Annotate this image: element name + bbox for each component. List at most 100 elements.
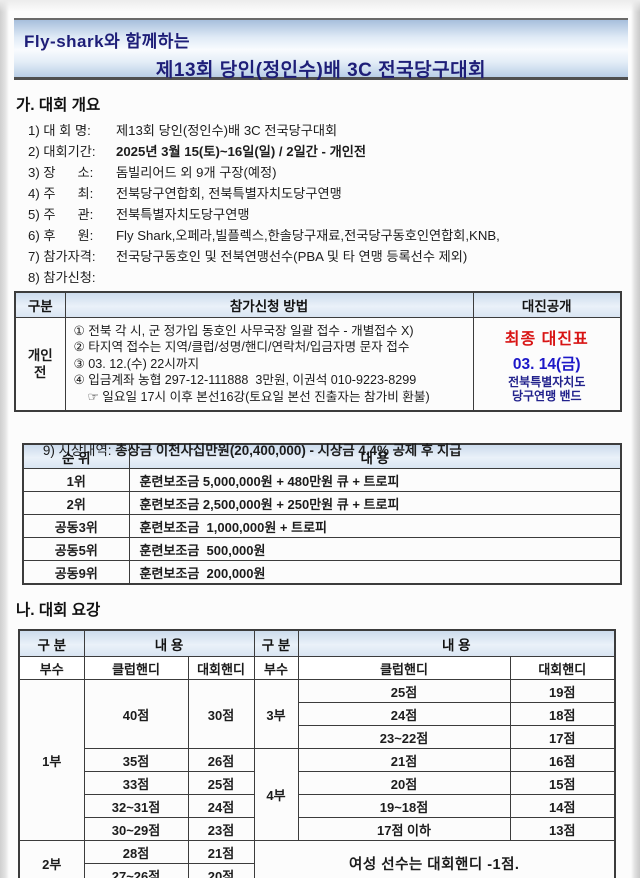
division-2-cell: 2부	[18, 840, 85, 878]
event-handicap-cell: 26점	[187, 748, 255, 773]
club-handicap-cell: 21점	[297, 748, 511, 773]
item-value: 제13회 당인(정인수)배 3C 전국당구대회	[116, 123, 338, 138]
event-handicap-cell: 23점	[187, 817, 255, 842]
col-header-content: 내 용	[128, 443, 622, 470]
list-item: 5) 주 관: 전북특별자치도당구연맹	[28, 204, 640, 225]
club-handicap-cell: 32~31점	[83, 794, 189, 819]
prize-cell: 훈련보조금 500,000원	[128, 537, 622, 562]
bracket-date: 03. 14(금)	[512, 356, 581, 374]
subheader-club-left: 클럽핸디	[83, 656, 189, 681]
col-header-gubun: 구분	[14, 291, 66, 318]
handicap-header-row: 구 분 내 용 구 분 내 용	[18, 629, 616, 658]
list-item: 2) 대회기간: 2025년 3월 15(토)~16일(일) / 2일간 - 개인…	[28, 141, 640, 162]
event-handicap-cell: 18점	[509, 702, 616, 727]
method-line: ① 전북 각 시, 군 정가입 동호인 사무국장 일괄 접수 - 개별접수 X)	[73, 324, 414, 338]
item-value: 2025년 3월 15(토)~16일(일) / 2일간 - 개인전	[116, 144, 366, 159]
club-handicap-cell: 20점	[297, 771, 511, 796]
handicap-subheader-row: 부수 클럽핸디 대회핸디 부수 클럽핸디 대회핸디	[18, 656, 616, 681]
list-item: 6) 후 원: Fly Shark,오페라,빌플렉스,한솔당구재료,전국당구동호인…	[28, 225, 640, 246]
application-table-header-row: 구분 참가신청 방법 대진공개	[14, 291, 622, 318]
subheader-daehoe-right: 대회핸디	[509, 656, 616, 681]
page-edge-left	[0, 0, 9, 878]
handicap-table: 구 분 내 용 구 분 내 용 부수 클럽핸디 대회핸디 부수 클럽핸디 대회핸…	[18, 629, 616, 878]
col-header-method: 참가신청 방법	[64, 291, 474, 318]
bracket-org-line2: 당구연맹 밴드	[511, 388, 582, 403]
handicap-row: 2부 28점 21점 여성 선수는 대회핸디 -1점.	[18, 840, 616, 878]
prize-row: 2위 훈련보조금 2,500,000원 + 250만원 큐 + 트로피	[22, 491, 622, 516]
cell-bracket-reveal: 최종 대진표 03. 14(금) 전북특별자치도 당구연맹 밴드	[472, 317, 622, 412]
event-handicap-cell: 14점	[509, 794, 616, 819]
method-note-line: ☞ 일요일 17시 이후 본선16강(토요일 본선 진출자는 참가비 환불)	[87, 389, 430, 404]
section-b-heading: 나. 대회 요강	[16, 602, 101, 620]
overview-list: 1) 대 회 명: 제13회 당인(정인수)배 3C 전국당구대회 2) 대회기간…	[28, 120, 640, 288]
item-value: Fly Shark,오페라,빌플렉스,한솔당구재료,전국당구동호인연합회,KNB…	[116, 228, 500, 243]
prize-cell: 훈련보조금 2,500,000원 + 250만원 큐 + 트로피	[128, 491, 622, 516]
item-label: 5) 주 관:	[28, 207, 94, 222]
handicap-row: 30~29점 23점 17점 이하 13점	[19, 817, 616, 842]
rank-cell: 2위	[22, 491, 130, 516]
list-item: 4) 주 최: 전북당구연합회, 전북특별자치도당구연맹	[28, 183, 640, 204]
banner-subtitle: Fly-shark와 함께하는	[24, 32, 191, 51]
rank-cell: 1위	[22, 468, 130, 493]
col-header-rank: 순 위	[22, 443, 130, 470]
club-handicap-cell: 30~29점	[83, 817, 189, 842]
prize-row: 1위 훈련보조금 5,000,000원 + 480만원 큐 + 트로피	[22, 468, 622, 493]
event-handicap-cell: 25점	[187, 771, 255, 796]
item-label: 2) 대회기간:	[28, 144, 96, 159]
club-handicap-cell: 28점	[83, 840, 189, 865]
prize-row: 공동3위 훈련보조금 1,000,000원 + 트로피	[22, 514, 622, 539]
method-line: ④ 입금계좌 농협 297-12-111888 3만원, 이권석 010-922…	[73, 373, 417, 388]
rank-cell: 공동3위	[22, 514, 130, 539]
club-handicap-cell: 40점	[83, 679, 189, 750]
item-label: 3) 장 소:	[28, 165, 94, 180]
division-4-cell: 4부	[253, 748, 299, 842]
prize-cell: 훈련보조금 1,000,000원 + 트로피	[128, 514, 622, 539]
club-handicap-cell: 24점	[297, 702, 511, 727]
item-label: 6) 후 원:	[28, 228, 94, 243]
section-a-heading: 가. 대회 개요	[16, 97, 101, 114]
col-header-content-left: 내 용	[83, 629, 255, 658]
col-header-content-right: 내 용	[297, 629, 616, 658]
female-handicap-note: 여성 선수는 대회핸디 -1점.	[253, 840, 616, 878]
event-handicap-cell: 19점	[509, 679, 616, 704]
final-bracket-label: 최종 대진표	[504, 331, 589, 349]
handicap-row: 24점 18점	[19, 702, 616, 727]
list-item: 7) 참가자격: 전국당구동호인 및 전북연맹선수(PBA 및 타 연맹 등록선수…	[28, 246, 640, 267]
prize-header-row: 순 위 내 용	[22, 443, 622, 470]
prize-row: 공동9위 훈련보조금 200,000원	[22, 560, 622, 585]
cell-individual: 개인전	[14, 317, 66, 412]
event-handicap-cell: 30점	[187, 679, 255, 750]
method-line: ② 타지역 접수는 지역/클럽/성명/핸디/연락처/입금자명 문자 접수	[73, 340, 410, 355]
application-table-row: 개인전 ① 전북 각 시, 군 정가입 동호인 사무국장 일괄 접수 - 개별접…	[14, 317, 622, 412]
handicap-row: 35점 26점 4부 21점 16점	[19, 748, 616, 842]
handicap-row: 33점 25점 20점 15점	[19, 771, 616, 796]
event-handicap-cell: 21점	[187, 840, 255, 865]
col-header-gubun-left: 구 분	[18, 629, 85, 658]
item-value: 돔빌리어드 외 9개 구장(예정)	[116, 165, 277, 180]
prize-cell: 훈련보조금 200,000원	[128, 560, 622, 585]
club-handicap-cell: 19~18점	[297, 794, 511, 819]
list-item: 8) 참가신청:	[28, 267, 640, 288]
club-handicap-cell: 25점	[297, 679, 511, 704]
club-handicap-cell: 33점	[83, 771, 189, 796]
club-handicap-cell: 17점 이하	[297, 817, 511, 842]
subheader-busu-right: 부수	[253, 656, 299, 681]
division-3-cell: 3부	[253, 679, 299, 750]
application-table: 구분 참가신청 방법 대진공개 개인전 ① 전북 각 시, 군 정가입 동호인 …	[14, 291, 622, 413]
subheader-busu-left: 부수	[18, 656, 85, 681]
event-handicap-cell: 15점	[509, 771, 616, 796]
item-label: 8) 참가신청:	[28, 270, 96, 285]
handicap-row: 32~31점 24점 19~18점 14점	[19, 794, 616, 819]
prize-cell: 훈련보조금 5,000,000원 + 480만원 큐 + 트로피	[128, 468, 622, 493]
event-handicap-cell: 17점	[509, 725, 616, 750]
method-line: ③ 03. 12.(수) 22시까지	[73, 356, 200, 371]
subheader-club-right: 클럽핸디	[297, 656, 511, 681]
col-header-bracket: 대진공개	[472, 291, 622, 318]
event-handicap-cell: 20점	[187, 863, 255, 878]
club-handicap-cell: 35점	[83, 748, 189, 773]
list-item: 1) 대 회 명: 제13회 당인(정인수)배 3C 전국당구대회	[28, 120, 640, 141]
prize-summary-line: 9) 시상내역: 총상금 이천사십만원(20,400,000) - 시상금 4.…	[28, 421, 640, 458]
prize-value: 총상금 이천사십만원(20,400,000) - 시상금 4.4% 공제 후 지…	[115, 443, 462, 459]
cell-methods: ① 전북 각 시, 군 정가입 동호인 사무국장 일괄 접수 - 개별접수 X)…	[64, 317, 474, 412]
